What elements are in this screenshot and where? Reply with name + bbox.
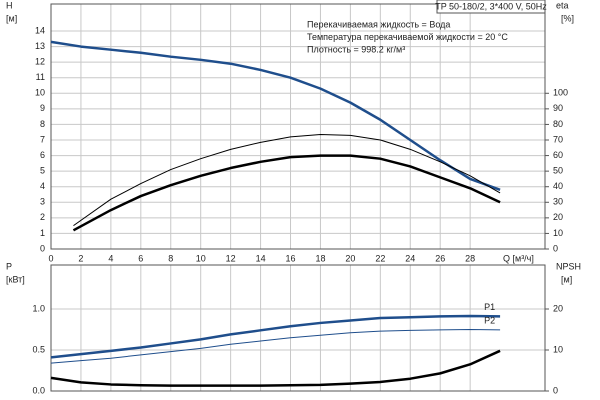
x-tick-label: 26: [435, 253, 445, 263]
y-tick-label: 2: [40, 212, 45, 222]
x-tick-label: 20: [345, 253, 355, 263]
annotation: Температура перекачиваемой жидкости = 20…: [307, 32, 508, 42]
y-tick-label: 4: [40, 181, 45, 191]
y-tick-label: 7: [40, 134, 45, 144]
y-tick-label: 12: [35, 57, 45, 67]
y-tick-label: 0.5: [32, 344, 45, 354]
y2-tick-label: 10: [553, 228, 563, 238]
y-tick-label: 5: [40, 166, 45, 176]
y-tick-label: 0: [40, 243, 45, 253]
y2-tick-label: 0: [553, 385, 558, 395]
x-tick-label: 8: [168, 253, 173, 263]
x-tick-label: 28: [465, 253, 475, 263]
y2-tick-label: 10: [553, 344, 563, 354]
y2-tick-label: 40: [553, 181, 563, 191]
y2-tick-label: 60: [553, 150, 563, 160]
x-tick-label: 24: [405, 253, 415, 263]
plot-frame: [50, 3, 546, 250]
annotation: Плотность = 998.2 кг/м³: [307, 44, 405, 54]
x-tick-label: 22: [375, 253, 385, 263]
x-tick-label: 4: [108, 253, 113, 263]
series-label: P1: [484, 302, 495, 312]
y-tick-label: 11: [36, 72, 45, 82]
title-box: [436, 0, 546, 14]
x-tick-label: 6: [138, 253, 143, 263]
x-tick-label: 0: [48, 253, 53, 263]
y-tick-label: 1.0: [32, 303, 45, 313]
x-tick-label: 10: [196, 253, 206, 263]
x-tick-label: 18: [315, 253, 325, 263]
series-line: [72, 154, 501, 232]
y2-axis-label: [м]: [561, 274, 572, 284]
y-tick-label: 10: [35, 88, 45, 98]
y2-axis-label: eta: [556, 0, 569, 10]
y-tick-label: 0.0: [32, 385, 45, 395]
y-axis-label: H: [6, 0, 13, 10]
series-line: [50, 314, 501, 359]
x-tick-label: 16: [286, 253, 296, 263]
y-tick-label: 8: [40, 119, 45, 129]
series-line: [50, 40, 501, 192]
y2-tick-label: 30: [553, 197, 563, 207]
y2-axis-label: [%]: [561, 13, 574, 23]
series-line: [73, 134, 501, 227]
y-tick-label: 13: [35, 41, 45, 51]
x-tick-label: 12: [226, 253, 236, 263]
y-axis-label: [м]: [6, 13, 17, 23]
series-line: [50, 349, 501, 387]
y-tick-label: 9: [40, 103, 45, 113]
y-tick-label: 3: [40, 197, 45, 207]
y2-tick-label: 70: [553, 134, 563, 144]
y2-tick-label: 80: [553, 119, 563, 129]
y-tick-label: 14: [35, 25, 45, 35]
y2-tick-label: 90: [553, 103, 563, 113]
series-label: P2: [484, 315, 495, 325]
y-axis-label: [кВт]: [6, 274, 25, 284]
y2-axis-label: NPSH: [556, 261, 581, 271]
y2-tick-label: 20: [553, 303, 563, 313]
plot-frame: [50, 264, 546, 392]
annotation: Перекачиваемая жидкость = Вода: [307, 19, 450, 29]
chart-title: TP 50-180/2, 3*400 V, 50Hz: [435, 1, 547, 11]
x-axis-label: Q [м³/ч]: [503, 253, 534, 263]
y-tick-label: 6: [40, 150, 45, 160]
y2-tick-label: 100: [553, 88, 568, 98]
y2-tick-label: 0: [553, 243, 558, 253]
series-line: [50, 329, 501, 364]
x-tick-label: 14: [256, 253, 266, 263]
x-tick-label: 2: [78, 253, 83, 263]
y-axis-label: P: [6, 261, 12, 271]
y2-tick-label: 20: [553, 212, 563, 222]
y2-tick-label: 50: [553, 166, 563, 176]
y-tick-label: 1: [40, 228, 45, 238]
